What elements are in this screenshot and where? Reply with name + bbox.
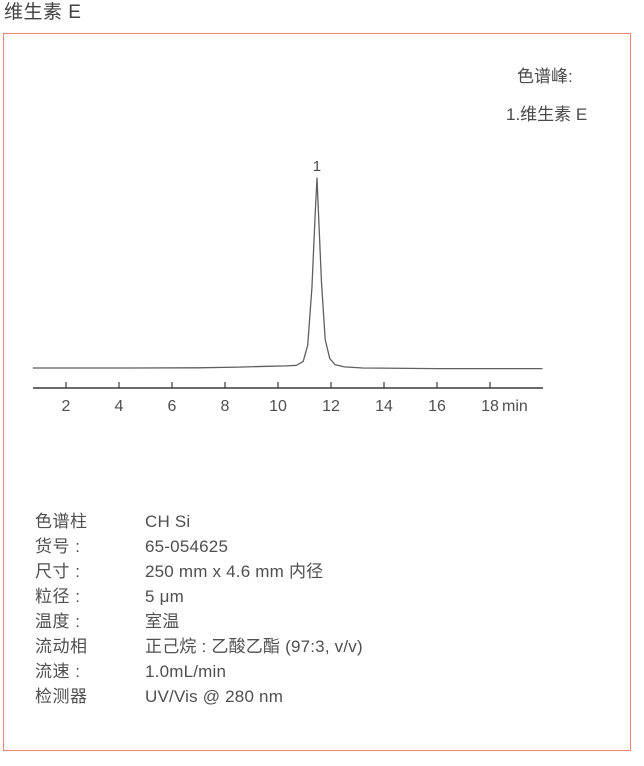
x-axis-ticks <box>65 382 491 388</box>
condition-label: 粒径 : <box>35 587 81 606</box>
condition-label: 尺寸 : <box>35 562 81 581</box>
x-axis-tick-label: 8 <box>221 398 230 415</box>
peak-number-label: 1 <box>313 158 321 175</box>
x-axis-tick-label: 2 <box>62 398 71 415</box>
condition-value: 正己烷 : 乙酸乙酯 (97:3, v/v) <box>145 637 363 656</box>
x-axis-tick-labels: 2 4 6 8 10 12 14 16 18 <box>62 398 499 415</box>
condition-row: 温度 : 室温 <box>35 609 363 634</box>
x-axis-tick-label: 16 <box>428 398 446 415</box>
x-axis-tick-label: 14 <box>375 398 393 415</box>
condition-label: 货号 : <box>35 537 81 556</box>
conditions-table: 色谱柱 CH Si 货号 : 65-054625 尺寸 : 250 mm x 4.6 mm… <box>35 509 363 709</box>
x-axis-tick-label: 12 <box>322 398 340 415</box>
condition-label: 色谱柱 <box>35 512 88 531</box>
condition-row: 尺寸 : 250 mm x 4.6 mm 内径 <box>35 559 363 584</box>
x-axis-tick-label: 10 <box>269 398 287 415</box>
condition-row: 货号 : 65-054625 <box>35 534 363 559</box>
x-axis-tick-label: 6 <box>168 398 177 415</box>
x-axis-tick-label: 18 <box>481 398 499 415</box>
peak-labels: 1 <box>313 158 321 175</box>
condition-row: 流速 : 1.0mL/min <box>35 659 363 684</box>
chromatogram-panel <box>3 33 631 751</box>
condition-value: 室温 <box>145 612 180 631</box>
condition-label: 检测器 <box>35 687 88 706</box>
x-axis-unit-label: min <box>502 398 528 415</box>
page-title: 维生素 E <box>4 2 82 23</box>
condition-row: 流动相 正己烷 : 乙酸乙酯 (97:3, v/v) <box>35 634 363 659</box>
x-axis-tick-label: 4 <box>115 398 124 415</box>
legend-peak-1: 1.维生素 E <box>506 105 588 124</box>
legend-heading: 色谱峰: <box>517 67 573 86</box>
condition-label: 温度 : <box>35 612 81 631</box>
condition-value: UV/Vis @ 280 nm <box>145 687 284 706</box>
condition-value: 1.0mL/min <box>145 662 227 681</box>
condition-value: 250 mm x 4.6 mm 内径 <box>145 562 324 581</box>
condition-label: 流速 : <box>35 662 81 681</box>
condition-row: 粒径 : 5 μm <box>35 584 363 609</box>
condition-value: 65-054625 <box>145 537 229 556</box>
condition-value: 5 μm <box>145 587 184 606</box>
condition-row: 检测器 UV/Vis @ 280 nm <box>35 684 363 709</box>
condition-label: 流动相 <box>35 637 88 656</box>
chromatogram-trace <box>32 177 543 370</box>
condition-value: CH Si <box>145 512 191 531</box>
condition-row: 色谱柱 CH Si <box>35 509 363 534</box>
